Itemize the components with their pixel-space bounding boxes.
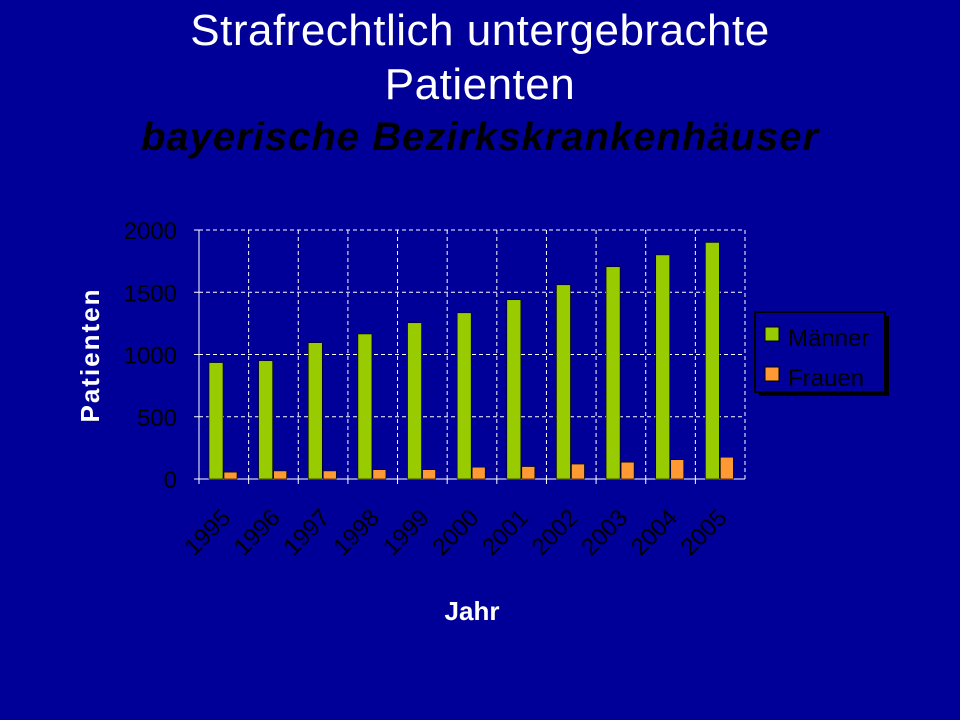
x-tick-label: 1995 (179, 504, 236, 561)
bar-frauen-2003 (620, 461, 635, 480)
legend-label-maenner: Männer (788, 325, 869, 352)
slide-title-block: Strafrechtlich untergebrachte Patienten … (0, 4, 960, 162)
bars-layer (208, 242, 734, 480)
x-tick-label: 1999 (378, 504, 435, 561)
x-tick-label: 1996 (229, 504, 286, 561)
chart-legend: Männer Frauen (754, 311, 889, 396)
bar-maenner-2001 (506, 299, 522, 480)
bar-frauen-1995 (223, 471, 238, 480)
bar-maenner-1997 (307, 342, 323, 480)
bar-maenner-2004 (655, 254, 671, 480)
legend-swatch-frauen (764, 366, 780, 382)
x-tick-label: 2001 (477, 504, 534, 561)
bar-maenner-1999 (407, 322, 422, 480)
legend-swatch-maenner (764, 326, 780, 342)
y-tick-label: 1000 (124, 343, 177, 370)
bar-frauen-2002 (571, 463, 585, 480)
x-tick-label: 2004 (626, 504, 683, 561)
bar-frauen-2005 (720, 456, 734, 480)
x-tick-label: 2002 (527, 504, 584, 561)
x-tick-label: 2003 (576, 504, 633, 561)
bar-maenner-1996 (258, 360, 273, 480)
bar-maenner-1995 (208, 362, 224, 480)
x-tick-label: 1998 (328, 504, 385, 561)
bar-frauen-1998 (372, 469, 387, 480)
x-tick-label: 2000 (427, 504, 484, 561)
bar-frauen-2000 (471, 466, 486, 480)
x-tick-label: 1997 (278, 504, 335, 561)
y-tick-label: 1500 (124, 280, 177, 307)
slide-subtitle: bayerische Bezirkskrankenhäuser (140, 115, 820, 159)
bar-maenner-2002 (556, 284, 571, 480)
grid-layer (199, 229, 746, 479)
slide-title-line1: Strafrechtlich untergebrachte (190, 6, 770, 55)
slide-title-line2: Patienten (384, 60, 576, 109)
bar-maenner-2003 (605, 266, 621, 480)
x-axis-title: Jahr (445, 596, 500, 626)
legend-box (754, 311, 886, 393)
x-tick-label: 2005 (676, 504, 733, 561)
bar-frauen-2004 (670, 459, 685, 480)
legend-label-frauen: Frauen (788, 365, 864, 392)
bar-frauen-1999 (422, 469, 436, 480)
y-tick-label: 0 (164, 467, 177, 494)
bar-frauen-2001 (521, 466, 536, 480)
y-tick-label: 500 (137, 405, 177, 432)
y-axis-title: Patienten (75, 287, 105, 422)
y-tick-label: 2000 (124, 218, 177, 245)
bar-frauen-1996 (273, 470, 287, 480)
bar-maenner-2000 (456, 312, 472, 480)
bar-maenner-2005 (705, 242, 720, 480)
bar-frauen-1997 (322, 470, 337, 480)
bar-maenner-1998 (357, 333, 373, 480)
